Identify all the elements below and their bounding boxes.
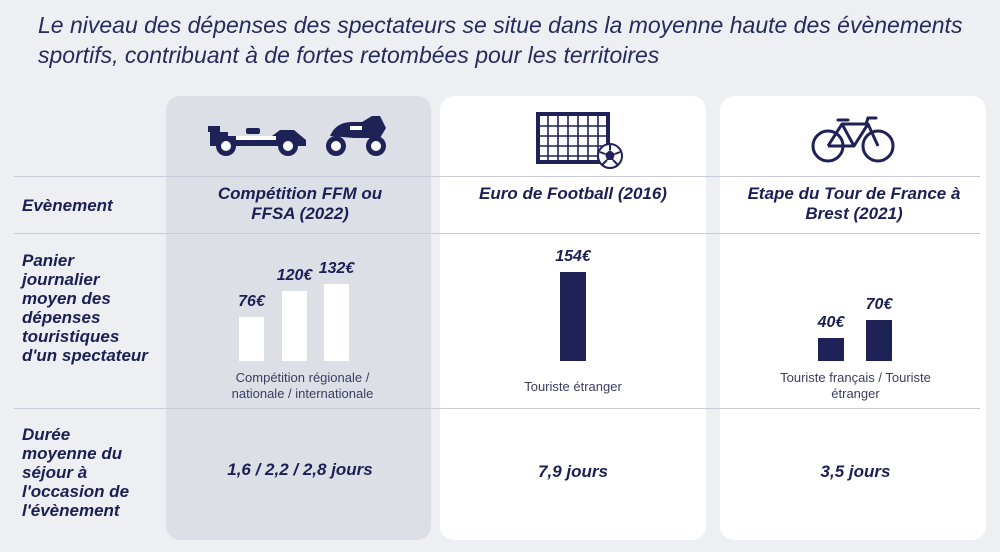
row-label-duration: Durée moyenne du séjour à l'occasion de … <box>22 425 130 520</box>
event-name-tour-de-france: Etape du Tour de France à Brest (2021) <box>747 184 961 223</box>
row-separator <box>14 176 980 177</box>
caption-tour-de-france: Touriste français / Touriste étranger <box>780 370 931 401</box>
bar <box>818 338 844 361</box>
caption-ffm-ffsa: Compétition régionale / nationale / inte… <box>231 370 374 401</box>
bar <box>866 320 892 361</box>
bar-value-label: 40€ <box>817 314 845 331</box>
motorcycle-icon <box>326 116 386 156</box>
bar <box>239 317 264 361</box>
card-tour-de-france <box>720 96 986 540</box>
soccer-ball-icon <box>597 143 623 169</box>
bar <box>324 284 349 361</box>
bar <box>560 272 586 361</box>
bar-value-label: 120€ <box>276 267 313 284</box>
bicycle-icon <box>811 116 895 163</box>
duration-ffm-ffsa: 1,6 / 2,2 / 2,8 jours <box>227 460 373 479</box>
bar-value-label: 76€ <box>238 293 265 310</box>
bar-value-label: 154€ <box>555 248 591 265</box>
headline: Le niveau des dépenses des spectateurs s… <box>38 12 963 68</box>
event-name-ffm-ffsa: Compétition FFM ou FFSA (2022) <box>217 184 383 223</box>
caption-euro-football: Touriste étranger <box>524 379 622 394</box>
row-separator <box>14 233 980 234</box>
event-name-euro-football: Euro de Football (2016) <box>479 184 667 203</box>
duration-tour-de-france: 3,5 jours <box>820 462 891 481</box>
formula-car-icon <box>208 126 306 156</box>
bar-value-label: 70€ <box>865 296 893 313</box>
row-separator <box>14 408 980 409</box>
duration-euro-football: 7,9 jours <box>538 462 608 481</box>
row-label-basket: Panier journalier moyen des dépenses tou… <box>22 251 148 365</box>
bar-value-label: 132€ <box>318 260 355 277</box>
row-label-event: Evènement <box>22 196 113 215</box>
bar <box>282 291 307 361</box>
